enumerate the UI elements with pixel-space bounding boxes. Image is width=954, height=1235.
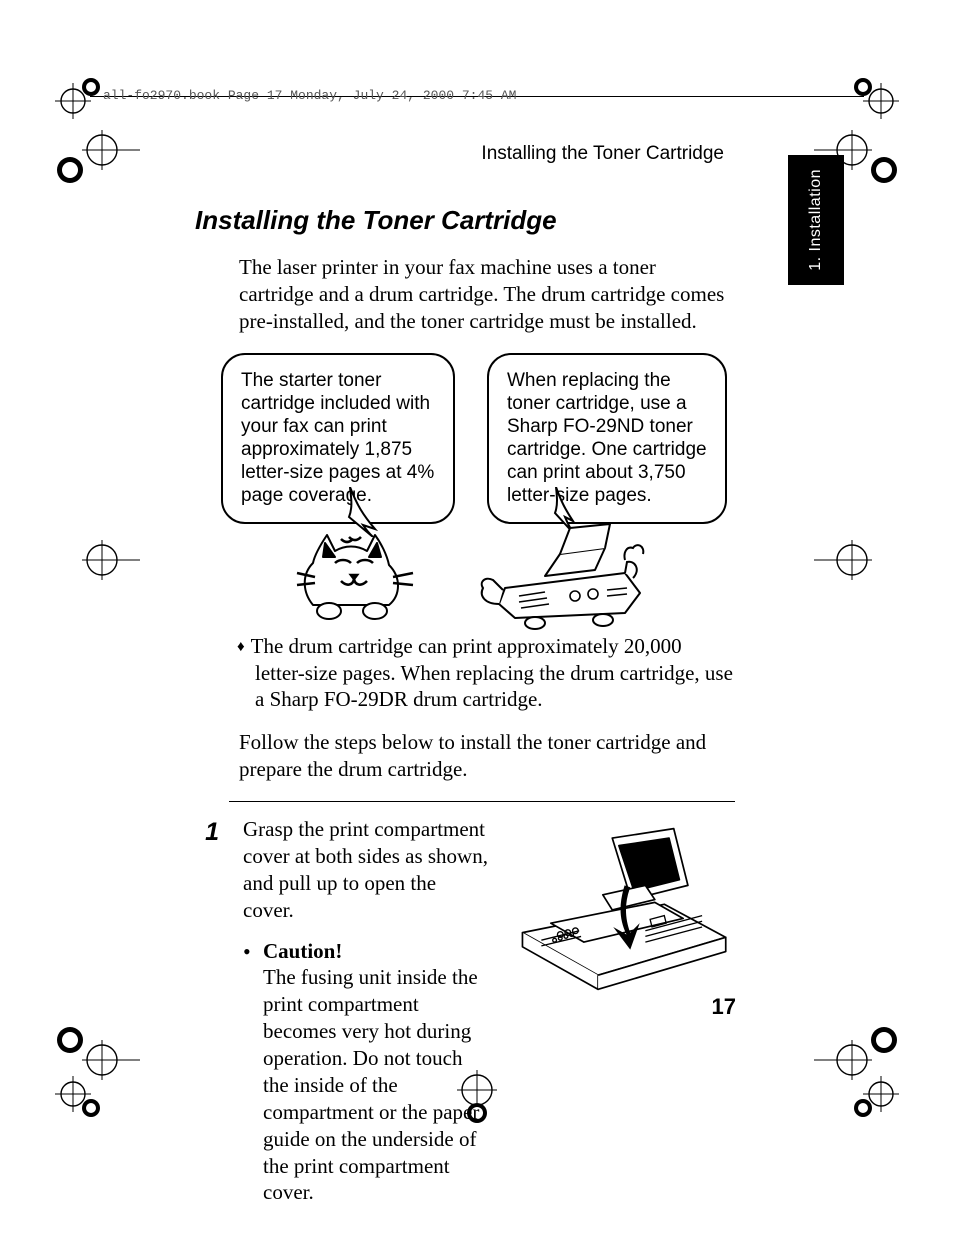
caution-text: The fusing unit inside the print compart… — [263, 965, 479, 1204]
registration-mark-icon — [814, 530, 914, 590]
caution-label: Caution! — [263, 939, 342, 963]
diamond-bullet-icon: ♦ — [237, 639, 251, 655]
step-text: Grasp the print compartment cover at bot… — [243, 816, 489, 1206]
crop-mark-icon — [853, 1076, 899, 1122]
fax-illustration-icon — [475, 518, 655, 633]
drum-note: ♦The drum cartridge can print approximat… — [255, 633, 735, 714]
section-rule — [229, 801, 735, 802]
intro-paragraph: The laser printer in your fax machine us… — [239, 254, 735, 335]
caution-item: Caution! The fusing unit inside the prin… — [243, 938, 489, 1207]
drum-note-text: The drum cartridge can print approximate… — [251, 634, 733, 712]
chapter-tab-label: 1. Installation — [807, 169, 825, 271]
manual-page: all-fo2970.book Page 17 Monday, July 24,… — [0, 0, 954, 1235]
speech-bubbles-row: The starter toner cartridge included wit… — [195, 353, 735, 633]
chapter-tab: 1. Installation — [788, 155, 844, 285]
step-1: 1 Grasp the print compartment cover at b… — [195, 816, 735, 1206]
running-head: Installing the Toner Cartridge — [481, 143, 724, 165]
open-cover-illustration-icon — [513, 824, 735, 994]
registration-mark-icon — [40, 530, 140, 590]
registration-mark-icon — [814, 1020, 914, 1080]
registration-mark-icon — [40, 1020, 140, 1080]
registration-mark-icon — [40, 130, 140, 190]
speech-bubble-replacement: When replacing the toner cartridge, use … — [487, 353, 727, 524]
speech-bubble-starter: The starter toner cartridge included wit… — [221, 353, 455, 524]
page-content: Installing the Toner Cartridge The laser… — [195, 205, 735, 1206]
crop-mark-icon — [55, 73, 101, 119]
crop-mark-icon — [853, 73, 899, 119]
cat-illustration-icon — [295, 523, 415, 623]
step-number: 1 — [195, 816, 219, 1206]
page-number: 17 — [712, 994, 736, 1020]
crop-mark-icon — [55, 1076, 101, 1122]
book-meta-header: all-fo2970.book Page 17 Monday, July 24,… — [103, 88, 516, 103]
page-title: Installing the Toner Cartridge — [195, 205, 735, 236]
step-1-instruction: Grasp the print compartment cover at bot… — [243, 817, 488, 922]
follow-paragraph: Follow the steps below to install the to… — [239, 729, 735, 783]
